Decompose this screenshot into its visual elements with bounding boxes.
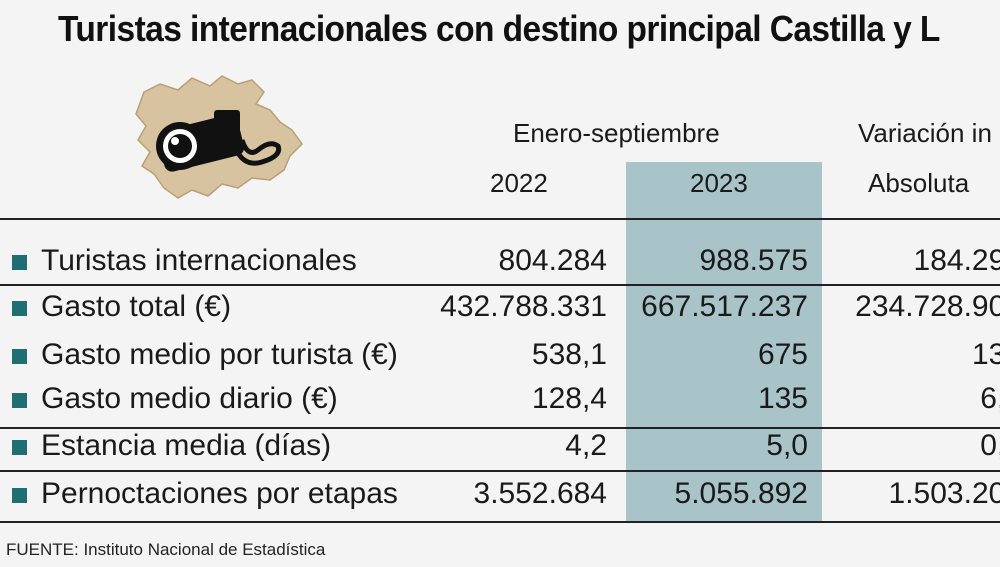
bullet-icon <box>12 488 27 503</box>
header-divider <box>0 218 1000 220</box>
row-label: Gasto medio diario (€) <box>41 382 338 415</box>
camera-on-map-icon <box>135 75 303 199</box>
bullet-icon <box>12 255 27 270</box>
table-row: Estancia media (días) 4,2 5,0 0,8 <box>0 423 1000 469</box>
value-2022: 432.788.331 <box>440 290 607 323</box>
highlight-column-2023 <box>626 162 822 522</box>
table-row: Gasto medio por turista (€) 538,1 675 13… <box>0 332 1000 378</box>
bullet-icon <box>12 301 27 316</box>
bullet-icon <box>12 349 27 364</box>
table-row: Turistas internacionales 804.284 988.575… <box>0 238 1000 284</box>
bullet-icon <box>12 393 27 408</box>
value-2023: 675 <box>757 338 808 371</box>
period-header: Enero-septiembre <box>513 118 720 148</box>
value-2023: 5,0 <box>766 429 808 462</box>
column-header-absolute: Absoluta <box>868 168 970 198</box>
row-divider <box>0 470 1000 472</box>
value-2022: 4,2 <box>565 429 607 462</box>
value-absolute: 6,5 <box>980 382 1000 415</box>
value-absolute: 0,8 <box>980 429 1000 462</box>
row-divider <box>0 284 1000 286</box>
page-title: Turistas internacionales con destino pri… <box>58 8 940 49</box>
table-row: Gasto total (€) 432.788.331 667.517.237 … <box>0 284 1000 330</box>
value-2023: 135 <box>757 382 808 415</box>
table-row: Pernoctaciones por etapas 3.552.684 5.05… <box>0 471 1000 517</box>
column-header-2022: 2022 <box>490 168 548 198</box>
table-row: Gasto medio diario (€) 128,4 135 6,5 <box>0 376 1000 422</box>
value-2023: 988.575 <box>699 244 808 277</box>
value-absolute: 184.291 <box>913 244 1000 277</box>
bottom-divider <box>0 521 1000 523</box>
value-2022: 538,1 <box>531 338 607 371</box>
variation-header: Variación in <box>858 118 992 148</box>
value-2022: 128,4 <box>531 382 607 415</box>
value-absolute: 137 <box>971 338 1000 371</box>
bullet-icon <box>12 440 27 455</box>
value-2022: 3.552.684 <box>473 477 607 510</box>
value-2023: 667.517.237 <box>641 290 808 323</box>
row-label: Pernoctaciones por etapas <box>41 477 398 510</box>
value-2023: 5.055.892 <box>674 477 808 510</box>
row-label: Turistas internacionales <box>41 244 357 277</box>
value-absolute: 234.728.906 <box>855 290 1000 323</box>
row-label: Estancia media (días) <box>41 429 332 462</box>
row-label: Gasto medio por turista (€) <box>41 338 398 371</box>
row-label: Gasto total (€) <box>41 290 232 323</box>
row-divider <box>0 427 1000 429</box>
value-2022: 804.284 <box>498 244 607 277</box>
value-absolute: 1.503.208 <box>888 477 1000 510</box>
column-header-2023: 2023 <box>690 168 748 198</box>
source-note: FUENTE: Instituto Nacional de Estadístic… <box>6 540 326 559</box>
